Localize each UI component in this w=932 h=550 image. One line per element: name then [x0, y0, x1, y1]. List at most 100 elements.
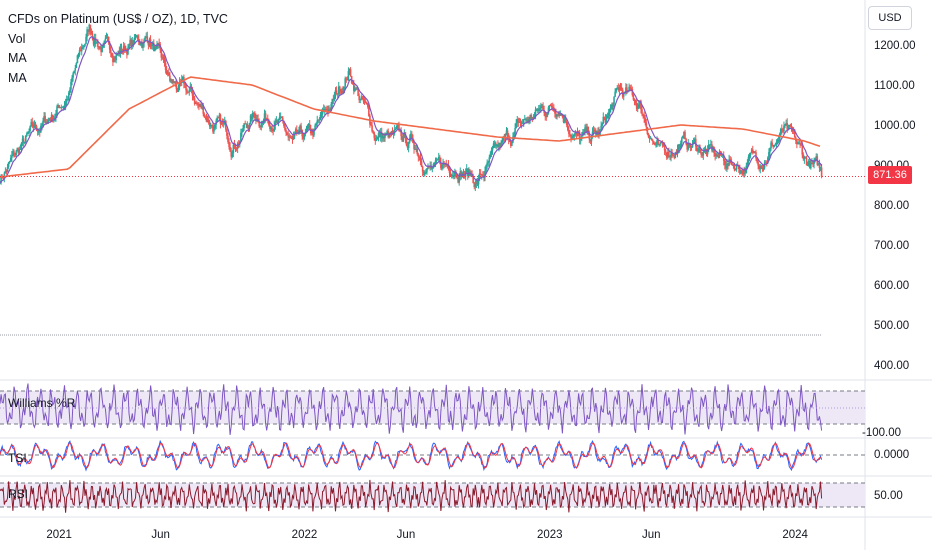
candle-body — [498, 142, 500, 148]
candle-body — [300, 125, 302, 130]
candle-body — [37, 131, 40, 133]
candle-body — [755, 152, 757, 159]
candle-body — [772, 145, 775, 148]
candle-body — [515, 122, 517, 129]
candle-body — [25, 135, 27, 142]
candle-body — [761, 168, 764, 170]
candle-body — [573, 134, 576, 137]
candle-body — [112, 57, 114, 62]
candle-body — [186, 90, 188, 92]
candle-body — [673, 155, 676, 158]
rsi-pane-label[interactable]: RSI — [8, 487, 29, 501]
candle-body — [342, 90, 344, 94]
indicator-vol[interactable]: Vol — [8, 31, 26, 46]
candle-body — [570, 134, 572, 139]
candle-body — [447, 164, 450, 169]
candle-body — [19, 148, 22, 150]
candle-body — [713, 147, 715, 154]
candle-body — [343, 86, 345, 94]
candle-body — [674, 152, 677, 158]
candle-body — [726, 163, 728, 169]
candle-body — [585, 127, 587, 132]
candle-body — [87, 29, 89, 32]
candle-body — [55, 113, 57, 118]
candle-body — [565, 121, 568, 126]
currency-button[interactable]: USD — [868, 6, 912, 30]
candle-body — [571, 136, 573, 139]
candle-body — [206, 119, 209, 122]
candle-body — [161, 57, 164, 59]
candle-body — [619, 87, 622, 89]
candle-body — [751, 149, 754, 154]
candle-body — [762, 167, 765, 169]
candle-body — [811, 162, 813, 164]
candle-body — [600, 125, 602, 130]
candle-body — [622, 92, 625, 97]
candle-body — [203, 113, 206, 118]
candle-body — [303, 134, 306, 139]
candle-body — [480, 174, 483, 176]
candle-body — [248, 122, 251, 129]
candle-body — [360, 96, 363, 100]
candle-body — [693, 138, 696, 142]
symbol-title[interactable]: CFDs on Platinum (US$ / OZ), 1D, TVC — [8, 12, 228, 26]
candle-body — [586, 126, 588, 132]
tsi-pane-label[interactable]: TSI — [8, 451, 27, 465]
candle-body — [375, 138, 378, 141]
candle-body — [162, 57, 165, 59]
candle-body — [813, 161, 815, 164]
candle-body — [470, 174, 472, 176]
candle-body — [773, 144, 776, 148]
candle-body — [446, 164, 449, 166]
candle-body — [536, 108, 539, 111]
candle-body — [654, 144, 656, 146]
candle-body — [700, 152, 702, 155]
candle-body — [284, 125, 286, 131]
indicator-ma-1[interactable]: MA — [8, 51, 27, 65]
candle-body — [263, 113, 266, 121]
candle-body — [527, 119, 529, 123]
williams-pane-label[interactable]: Williams %R — [8, 396, 76, 410]
candle-body — [669, 155, 671, 158]
candle-body — [169, 75, 171, 81]
candle-body — [818, 163, 821, 168]
candle-body — [227, 135, 229, 142]
candle-body — [393, 129, 396, 131]
candle-body — [374, 137, 377, 141]
candle-body — [2, 176, 5, 179]
candle-body — [694, 138, 697, 147]
candle-body — [668, 151, 670, 156]
candle-body — [68, 92, 70, 101]
time-tick-label: 2023 — [537, 529, 563, 541]
candle-body — [69, 89, 71, 93]
candle-body — [437, 156, 440, 160]
candle-body — [234, 146, 237, 149]
candle-body — [62, 105, 65, 108]
chart-legend: CFDs on Platinum (US$ / OZ), 1D, TVC Vol… — [8, 10, 228, 88]
candle-body — [158, 42, 160, 45]
candle-body — [725, 165, 727, 169]
candle-body — [632, 95, 635, 100]
candle-body — [270, 127, 272, 129]
candle-body — [85, 36, 87, 44]
candle-body — [377, 133, 380, 137]
candle-body — [141, 43, 143, 48]
oscillator-tick-label: 50.00 — [874, 490, 903, 502]
candle-body — [233, 144, 236, 147]
candle-body — [542, 105, 544, 111]
candle-body — [43, 116, 45, 121]
candle-body — [628, 86, 630, 91]
candle-body — [540, 106, 542, 109]
indicator-ma-2[interactable]: MA — [8, 70, 27, 85]
candle-body — [505, 130, 508, 135]
candle-body — [84, 43, 86, 46]
candle-body — [604, 118, 607, 123]
candle-body — [412, 138, 414, 143]
candle-body — [128, 45, 130, 48]
candle-body — [192, 95, 195, 99]
candle-body — [475, 181, 478, 184]
candle-body — [306, 125, 309, 131]
candle-body — [601, 123, 604, 126]
candle-body — [365, 102, 368, 104]
